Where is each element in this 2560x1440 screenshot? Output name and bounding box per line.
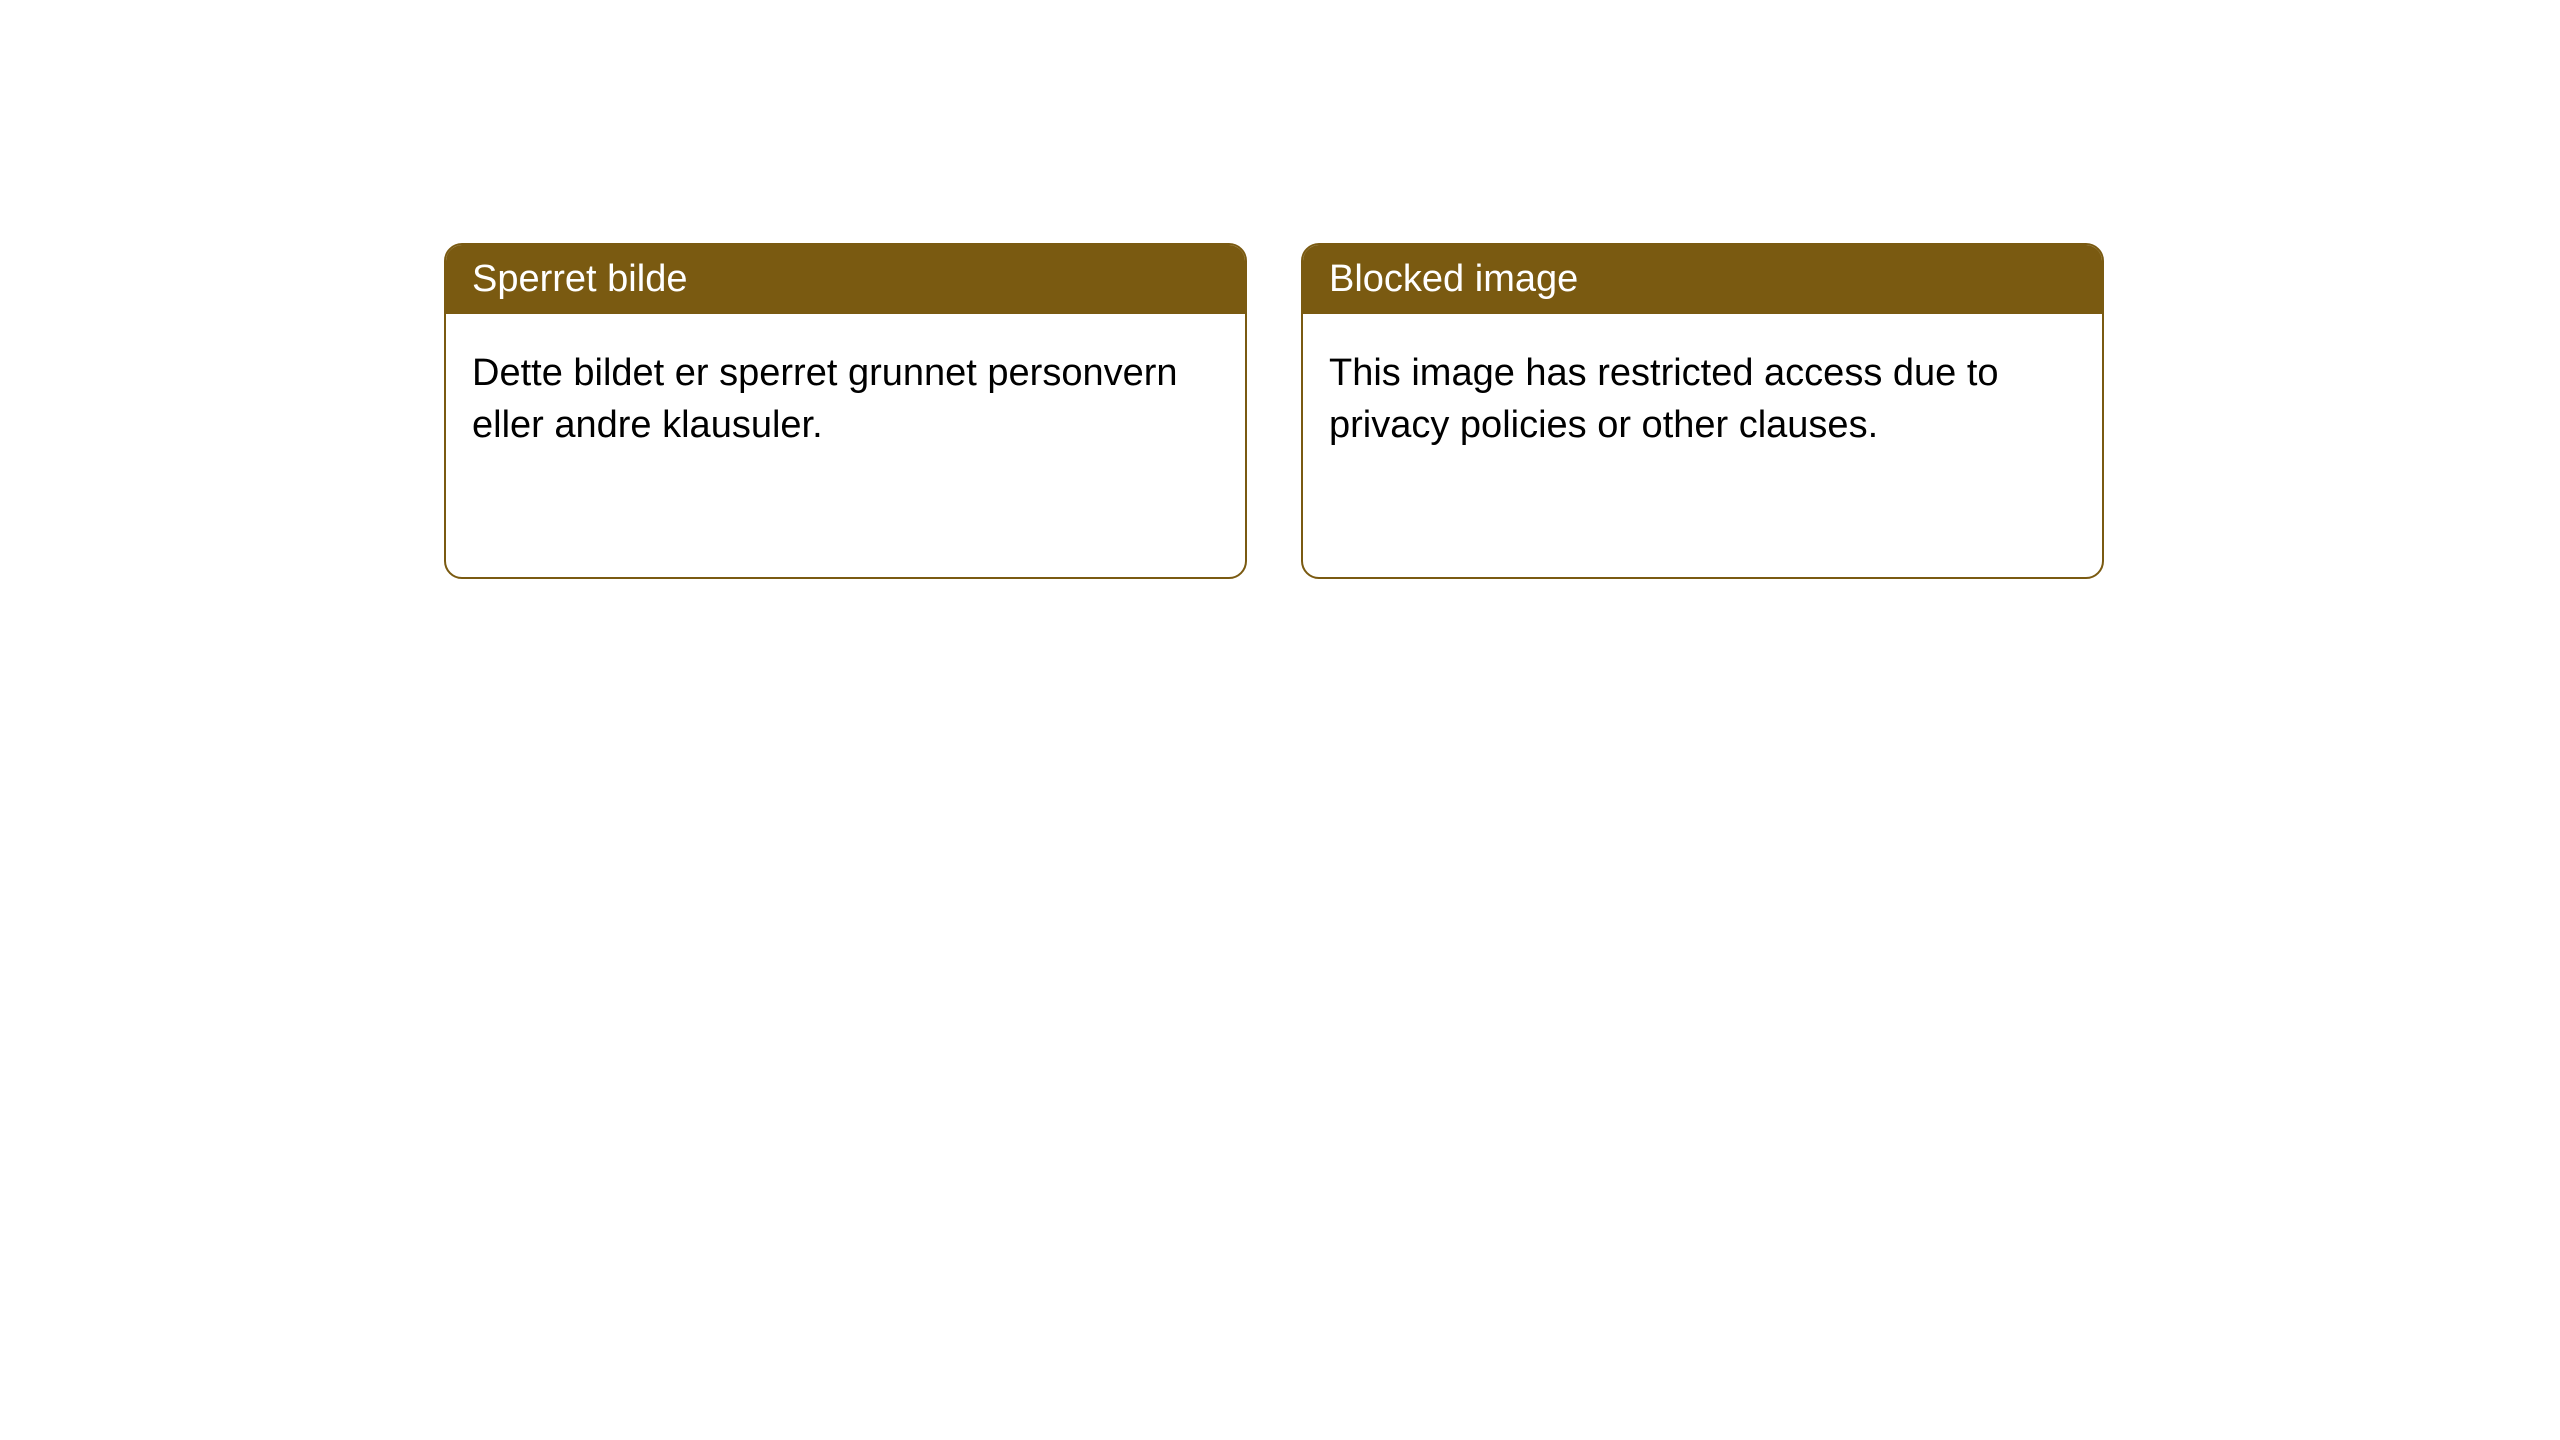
card-body: Dette bildet er sperret grunnet personve… bbox=[446, 314, 1245, 485]
notice-card-norwegian: Sperret bilde Dette bildet er sperret gr… bbox=[444, 243, 1247, 579]
notice-card-english: Blocked image This image has restricted … bbox=[1301, 243, 2104, 579]
card-body-text: Dette bildet er sperret grunnet personve… bbox=[472, 352, 1178, 445]
card-body-text: This image has restricted access due to … bbox=[1329, 352, 1999, 445]
card-header: Sperret bilde bbox=[446, 245, 1245, 314]
card-title: Blocked image bbox=[1329, 258, 1578, 300]
card-title: Sperret bilde bbox=[472, 258, 687, 300]
card-header: Blocked image bbox=[1303, 245, 2102, 314]
notice-container: Sperret bilde Dette bildet er sperret gr… bbox=[0, 0, 2560, 579]
card-body: This image has restricted access due to … bbox=[1303, 314, 2102, 485]
